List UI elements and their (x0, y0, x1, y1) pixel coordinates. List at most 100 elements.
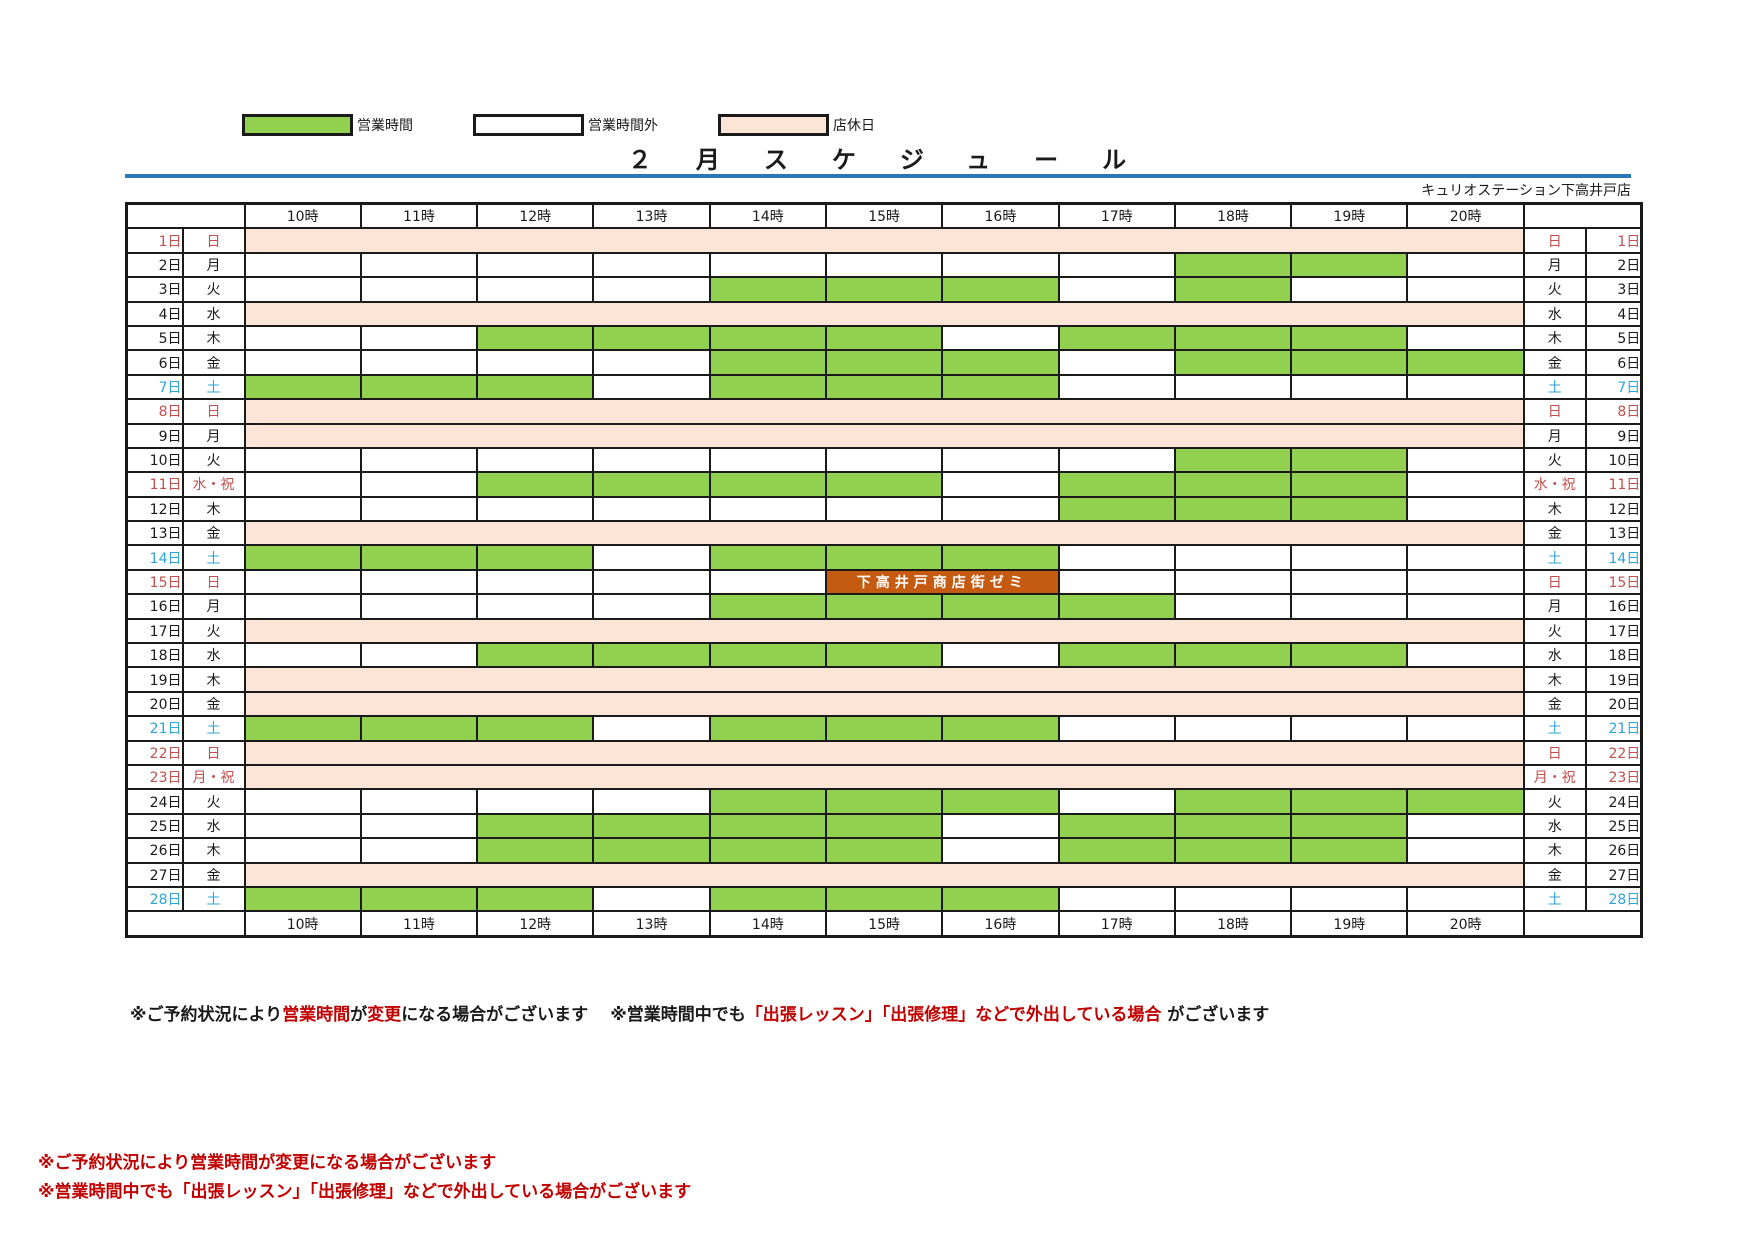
legend-swatch-off (473, 114, 584, 136)
open-hour-cell (824, 324, 944, 352)
date-cell: 18日 (125, 642, 184, 669)
open-hour-cell (1057, 812, 1176, 840)
weekday-cell: 土 (181, 544, 246, 571)
open-hour-cell (476, 715, 595, 742)
open-hour-cell (1057, 837, 1176, 864)
weekday-cell-right: 水 (1522, 812, 1587, 840)
date-cell-right: 12日 (1584, 495, 1643, 523)
weekday-cell: 火 (181, 276, 246, 303)
day-row: 2日月月 2日 (125, 251, 1643, 279)
note-text: ※営業時間中でも (610, 1005, 746, 1025)
day-row: 26日木木 26日 (125, 837, 1643, 864)
off-hour-cell (1406, 544, 1525, 571)
off-hour-cell (243, 471, 362, 498)
hour-label: 15時 (824, 202, 944, 230)
weekday-cell-right: 水 (1522, 642, 1587, 669)
off-hour-cell (1406, 593, 1525, 620)
day-row: 10日火火 10日 (125, 446, 1643, 474)
off-hour-cell (708, 568, 827, 596)
weekday-cell-right: 月 (1522, 251, 1587, 279)
date-cell-right: 14日 (1584, 544, 1643, 571)
weekday-cell: 土 (181, 885, 246, 913)
hour-label: 12時 (476, 910, 595, 938)
off-hour-cell (359, 495, 479, 523)
date-cell: 10日 (125, 446, 184, 474)
off-hour-cell (1173, 373, 1293, 401)
weekday-cell: 土 (181, 715, 246, 742)
off-hour-cell (592, 885, 711, 913)
weekday-cell: 月 (181, 251, 246, 279)
weekday-cell: 日 (181, 739, 246, 767)
date-cell: 24日 (125, 788, 184, 815)
closed-day-cell (243, 227, 1525, 254)
open-hour-cell (708, 593, 827, 620)
off-hour-cell (1406, 812, 1525, 840)
date-cell: 20日 (125, 690, 184, 718)
day-row: 23日 月・祝 月・祝 23日 (125, 763, 1643, 791)
hour-label: 10時 (243, 910, 362, 938)
open-hour-cell (1290, 837, 1409, 864)
open-hour-cell (824, 788, 944, 815)
day-row: 9日月月 9日 (125, 422, 1643, 449)
off-hour-cell (1406, 471, 1525, 498)
day-row: 22日日日 22日 (125, 739, 1643, 767)
open-hour-cell (1057, 593, 1176, 620)
off-hour-cell (592, 446, 711, 474)
open-hour-cell (1173, 251, 1293, 279)
day-row: 27日金金 27日 (125, 861, 1643, 888)
off-hour-cell (941, 495, 1060, 523)
off-hour-cell (243, 251, 362, 279)
day-row: 6日金金 6日 (125, 349, 1643, 376)
day-row: 5日木木 5日 (125, 324, 1643, 352)
date-cell: 11日 (125, 471, 184, 498)
legend-item-off: 営業時間外 (473, 114, 658, 136)
open-hour-cell (592, 837, 711, 864)
weekday-cell: 木 (181, 324, 246, 352)
open-hour-cell (1173, 837, 1293, 864)
off-hour-cell (243, 495, 362, 523)
open-hour-cell (941, 788, 1060, 815)
open-hour-cell (1406, 788, 1525, 815)
note-text: が (350, 1005, 368, 1025)
day-row: 11日 水・祝 水・祝 11日 (125, 471, 1643, 498)
weekday-cell: 日 (181, 398, 246, 425)
off-hour-cell (592, 593, 711, 620)
open-hour-cell (1290, 251, 1409, 279)
weekday-cell: 日 (181, 568, 246, 596)
off-hour-cell (1057, 446, 1176, 474)
weekday-cell-right: 土 (1522, 373, 1587, 401)
open-hour-cell (824, 471, 944, 498)
open-hour-cell (359, 885, 479, 913)
day-row: 24日火火 24日 (125, 788, 1643, 815)
off-hour-cell (243, 837, 362, 864)
day-row: 14日土土 14日 (125, 544, 1643, 571)
note-line: ※ご予約状況により営業時間が変更になる場合がございます ※営業時間中でも「出張レッ… (130, 1000, 1269, 1025)
date-cell: 9日 (125, 422, 184, 449)
open-hour-cell (243, 544, 362, 571)
open-hour-cell (941, 885, 1060, 913)
off-hour-cell (1406, 715, 1525, 742)
weekday-cell-right: 月・祝 (1522, 763, 1587, 791)
day-row: 7日土土 7日 (125, 373, 1643, 401)
date-cell-right: 27日 (1584, 861, 1643, 888)
open-hour-cell (1173, 276, 1293, 303)
open-hour-cell (1290, 324, 1409, 352)
open-hour-cell (476, 471, 595, 498)
open-hour-cell (1290, 642, 1409, 669)
open-hour-cell (708, 715, 827, 742)
off-hour-cell (1173, 885, 1293, 913)
legend-swatch-closed (718, 114, 829, 136)
day-row: 21日土土 21日 (125, 715, 1643, 742)
open-hour-cell (1173, 495, 1293, 523)
weekday-cell: 水 (181, 642, 246, 669)
off-hour-cell (1057, 349, 1176, 376)
weekday-cell-right: 木 (1522, 495, 1587, 523)
off-hour-cell (1406, 446, 1525, 474)
off-hour-cell (476, 495, 595, 523)
note-highlight: 「出張レッスン」「出張修理」などで外出している場合 (745, 1005, 1162, 1025)
open-hour-cell (1173, 324, 1293, 352)
open-hour-cell (1290, 471, 1409, 498)
hour-footer-row: 10時 11時 12時 13時 14時 15時 16時 17時 18時 19時 20時 (125, 910, 1643, 938)
hour-label: 17時 (1057, 202, 1176, 230)
weekday-cell-right: 土 (1522, 715, 1587, 742)
